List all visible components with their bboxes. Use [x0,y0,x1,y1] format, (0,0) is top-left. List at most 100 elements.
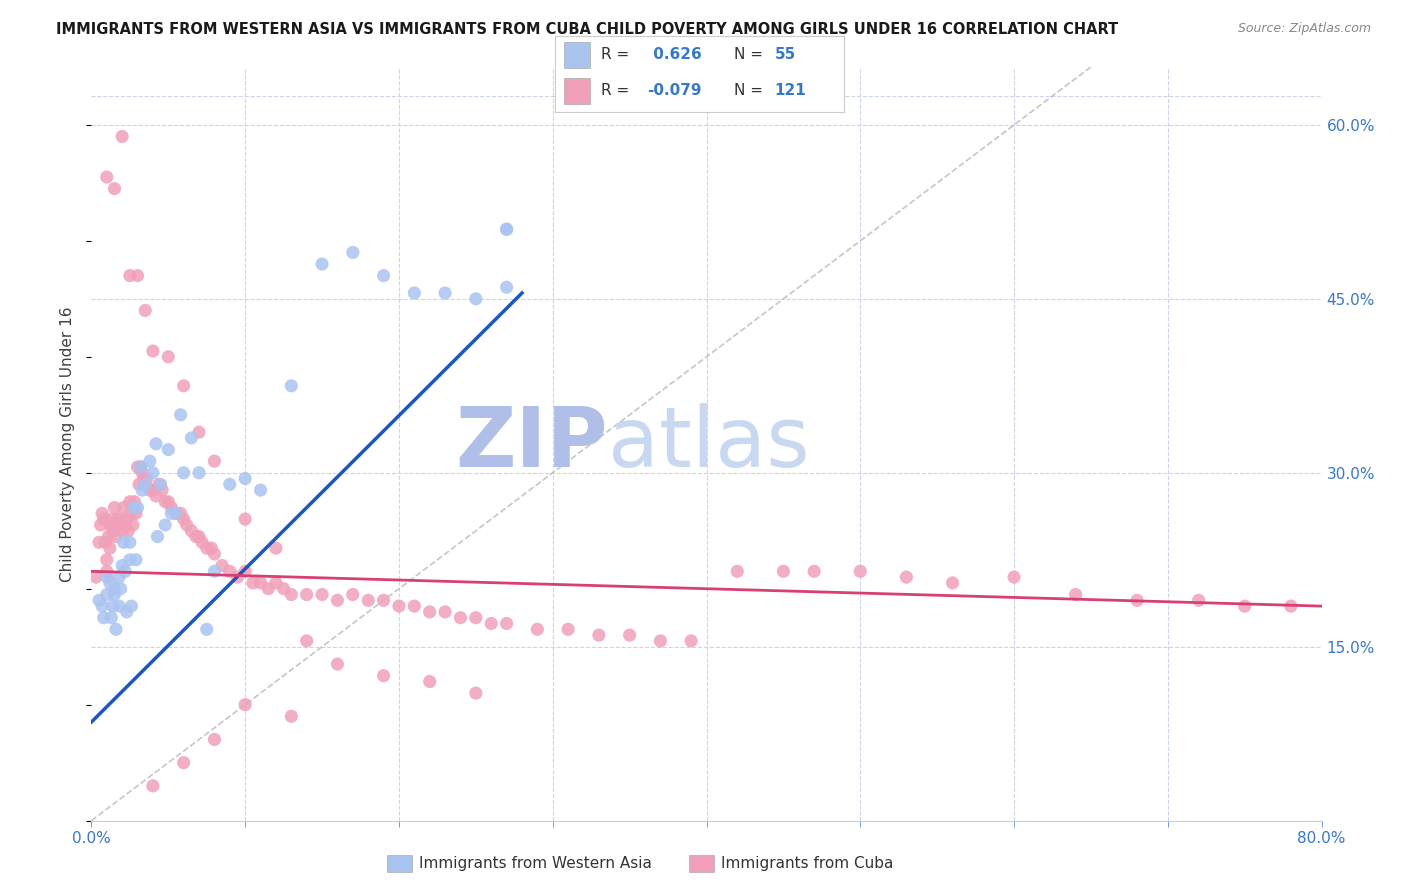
Point [150,483,173,498]
Point [131,466,153,480]
Point [111,129,134,144]
Point [96,553,118,567]
Point [311,588,333,602]
Point [242,576,264,591]
Point [434,286,457,301]
Point [157,495,180,509]
Point [557,623,579,637]
Point [157,442,180,457]
Point [105,530,127,544]
Point [449,611,471,625]
Point [173,512,195,526]
Point [202,565,225,579]
Point [772,565,794,579]
Y-axis label: Child Poverty Among Girls Under 16: Child Poverty Among Girls Under 16 [60,306,76,582]
Point [188,466,211,480]
Point [98,518,121,533]
Text: R =: R = [602,47,634,62]
Point [373,593,395,607]
Point [125,553,148,567]
Point [145,437,167,451]
Point [404,286,426,301]
Point [96,588,118,602]
Point [98,576,121,591]
Point [180,431,202,445]
Text: R =: R = [602,83,634,98]
Point [434,605,457,619]
Point [404,599,426,614]
Point [1126,593,1149,607]
Point [495,280,517,294]
Point [188,425,211,440]
Point [111,558,134,573]
Point [142,483,165,498]
Point [101,599,124,614]
Point [124,500,146,515]
Point [619,628,641,642]
Point [280,588,302,602]
Point [108,570,131,584]
Point [93,512,115,526]
Point [153,518,177,533]
Point [218,477,240,491]
Text: N =: N = [734,47,768,62]
Point [117,524,139,538]
Point [110,582,132,596]
Point [91,599,114,614]
Point [1064,588,1087,602]
Point [112,535,135,549]
Text: 0.626: 0.626 [648,47,702,62]
Point [342,245,364,260]
Point [681,634,703,648]
Point [114,565,136,579]
Text: N =: N = [734,83,768,98]
Point [93,611,115,625]
Point [142,466,165,480]
Point [103,518,125,533]
Text: -0.079: -0.079 [648,83,702,98]
Point [169,507,191,521]
Point [419,605,441,619]
Point [103,500,125,515]
Point [233,698,256,712]
Point [84,570,107,584]
Point [131,483,153,498]
Point [650,634,672,648]
Point [226,570,249,584]
Point [169,408,191,422]
Text: Immigrants from Western Asia: Immigrants from Western Asia [419,856,652,871]
Point [280,709,302,723]
Point [105,623,127,637]
Point [588,628,610,642]
Point [160,500,183,515]
Point [103,582,125,596]
Point [188,530,211,544]
Point [202,732,225,747]
Point [107,512,129,526]
Point [110,512,132,526]
Point [103,182,125,196]
Point [1279,599,1302,614]
Point [112,500,135,515]
Point [464,611,486,625]
Point [495,222,517,236]
Point [148,477,170,491]
Point [176,518,198,533]
Point [145,489,167,503]
Point [115,605,138,619]
Point [495,222,517,236]
Point [87,535,110,549]
Point [803,565,825,579]
Point [94,535,117,549]
Point [326,657,349,672]
Point [311,257,333,271]
Point [127,268,149,283]
Point [142,779,165,793]
Point [1187,593,1209,607]
Point [202,454,225,468]
Point [124,495,146,509]
Point [849,565,872,579]
Bar [564,78,591,104]
Point [165,507,187,521]
Point [195,541,218,556]
